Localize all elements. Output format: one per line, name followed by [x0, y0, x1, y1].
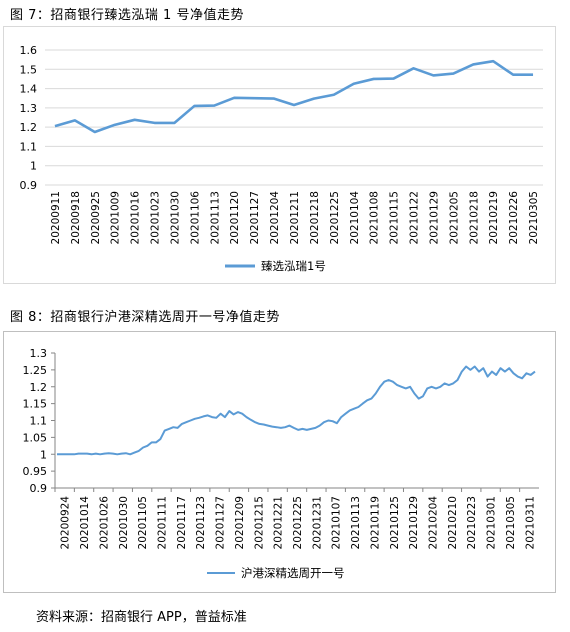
x-tick-label: 20201225 — [329, 191, 341, 244]
x-tick-label: 20210226 — [508, 191, 520, 245]
y-tick-label: 1 — [30, 160, 37, 173]
series-line-0 — [54, 59, 534, 134]
x-tick-label: 20210305 — [505, 496, 517, 549]
y-tick-label: 1.5 — [20, 63, 38, 76]
y-tick-label: 1 — [40, 448, 47, 461]
x-tick-label: 20210113 — [350, 496, 362, 549]
x-tick-label: 20210204 — [428, 496, 440, 550]
x-tick-label: 20200925 — [90, 191, 102, 244]
chart-2-svg: 0.9 0.95 1 1.05 1.1 1.15 1.2 1.25 1.3 20200924 202… — [3, 331, 556, 593]
x-tick-label: 20201026 — [98, 496, 110, 550]
figure-7-title: 图 7：招商银行臻选泓瑞 1 号净值走势 — [10, 8, 244, 23]
chart-1-svg: 0.9 1 1.1 1.2 1.3 1.4 1.5 1.6 20200911 20200918 20… — [3, 26, 556, 284]
x-tick-label: 20201023 — [150, 191, 162, 244]
x-tick-label: 20201221 — [273, 496, 285, 549]
x-tick-label: 20210219 — [488, 191, 500, 244]
x-tick-label: 20210205 — [448, 191, 460, 244]
x-tick-label: 20201218 — [309, 191, 321, 244]
x-tick-label: 20210108 — [369, 191, 381, 244]
y-tick-label: 0.9 — [30, 482, 48, 495]
x-tick-label: 20201231 — [311, 496, 323, 549]
x-tick-label: 20201111 — [156, 496, 168, 549]
legend-label: 沪港深精选周开一号 — [241, 566, 345, 580]
x-tick-label: 20210301 — [486, 496, 498, 549]
x-tick-label: 20201009 — [110, 191, 122, 244]
y-tick-label: 1.2 — [30, 381, 48, 394]
y-tick-label: 1.15 — [23, 398, 48, 411]
x-tick-label: 20201106 — [189, 191, 201, 245]
x-tick-label: 20201014 — [79, 496, 91, 550]
y-tick-label: 1.3 — [20, 102, 38, 115]
chart-2-frame — [3, 331, 556, 593]
chart-1-container: 0.9 1 1.1 1.2 1.3 1.4 1.5 1.6 20200911 20200918 20… — [3, 26, 556, 284]
x-tick-label: 20200918 — [70, 191, 82, 244]
x-tick-label: 20201030 — [169, 191, 181, 244]
x-tick-label: 20201016 — [130, 191, 142, 245]
y-tick-label: 1.6 — [20, 44, 38, 57]
y-tick-label: 1.05 — [23, 431, 48, 444]
x-tick-label: 20201215 — [253, 496, 265, 549]
x-tick-label: 20210125 — [389, 496, 401, 549]
legend-label: 臻选泓瑞1号 — [261, 259, 326, 273]
x-tick-label: 20201030 — [118, 496, 130, 549]
x-tick-label: 20210210 — [447, 496, 459, 549]
series-line-0 — [57, 365, 536, 456]
x-tick-label: 20210115 — [389, 191, 401, 244]
x-tick-label: 20201120 — [229, 191, 241, 244]
x-tick-label: 20201127 — [249, 191, 261, 244]
x-tick-label: 20201123 — [195, 496, 207, 549]
x-tick-label: 20210119 — [369, 496, 381, 549]
x-tick-label: 20201204 — [269, 191, 281, 245]
x-tick-label: 20200911 — [50, 191, 62, 244]
x-tick-label: 20201113 — [209, 191, 221, 244]
y-tick-label: 0.95 — [23, 465, 48, 478]
y-tick-label: 1.2 — [20, 121, 38, 134]
x-tick-label: 20210107 — [331, 496, 343, 549]
x-tick-label: 20210218 — [468, 191, 480, 244]
source-note: 资料来源：招商银行 APP，普益标准 — [36, 610, 247, 625]
x-tick-label: 20210104 — [349, 191, 361, 245]
y-tick-label: 1.1 — [30, 415, 48, 428]
y-tick-label: 0.9 — [20, 179, 38, 192]
x-tick-label: 20210129 — [428, 191, 440, 244]
y-tick-label: 1.25 — [23, 364, 48, 377]
x-tick-label: 20201127 — [215, 496, 227, 549]
x-tick-label: 20201225 — [292, 496, 304, 549]
x-tick-label: 20201209 — [234, 496, 246, 549]
y-tick-label: 1.1 — [20, 140, 38, 153]
y-tick-label: 1.3 — [30, 347, 48, 360]
x-tick-label: 20210129 — [408, 496, 420, 549]
x-tick-label: 20210311 — [524, 496, 536, 549]
x-tick-label: 20210122 — [409, 191, 421, 244]
x-tick-label: 20201211 — [289, 191, 301, 244]
chart-2-container: 0.9 0.95 1 1.05 1.1 1.15 1.2 1.25 1.3 20200924 202… — [3, 331, 556, 593]
x-tick-label: 20210223 — [466, 496, 478, 549]
x-tick-label: 20201105 — [137, 496, 149, 549]
figure-8-title: 图 8：招商银行沪港深精选周开一号净值走势 — [10, 310, 280, 325]
y-tick-label: 1.4 — [20, 83, 38, 96]
x-tick-label: 20201117 — [176, 496, 188, 549]
x-tick-label: 20200924 — [60, 496, 72, 550]
x-tick-label: 20210305 — [528, 191, 540, 244]
